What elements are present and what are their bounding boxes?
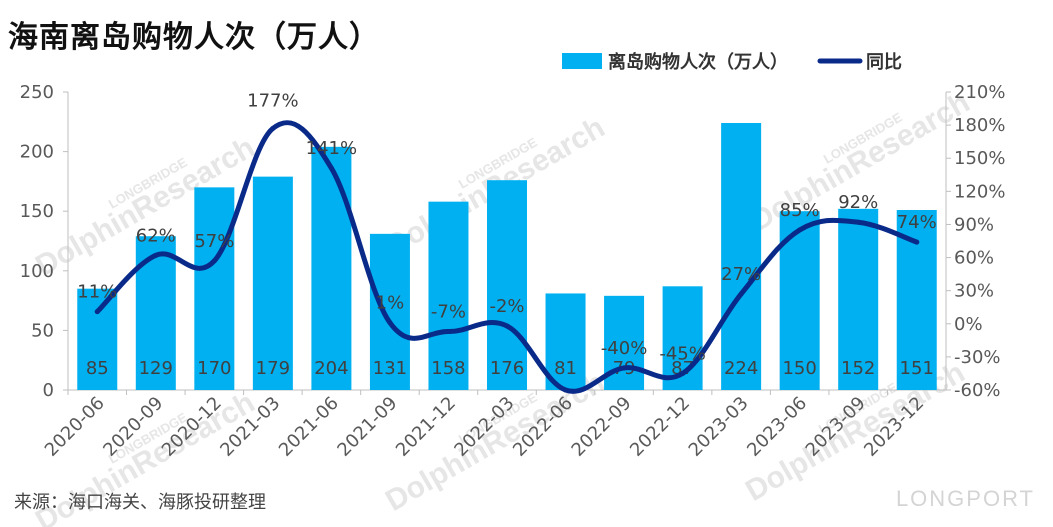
yoy-point	[621, 365, 627, 371]
yoy-point	[855, 219, 861, 225]
yoy-point	[387, 320, 393, 326]
yoy-point	[797, 227, 803, 233]
bar-value-label: 152	[841, 358, 875, 379]
y-right-tick-label: 180%	[954, 115, 1005, 136]
x-tick-label: 2021-09	[333, 393, 401, 461]
yoy-point	[153, 252, 159, 258]
y-right-tick-label: -60%	[954, 380, 1001, 401]
y-left-tick-label: 0	[43, 380, 54, 401]
y-right-tick-label: 0%	[954, 314, 983, 335]
y-right-tick-label: 60%	[954, 248, 994, 269]
legend-line-label: 同比	[866, 52, 902, 73]
bar	[77, 288, 118, 390]
bar-value-label: 170	[197, 358, 231, 379]
yoy-value-label: 141%	[306, 138, 357, 159]
yoy-point	[445, 329, 451, 335]
bar-value-label: 204	[314, 358, 348, 379]
bar-value-label: 179	[256, 358, 290, 379]
yoy-point	[738, 291, 744, 297]
yoy-value-label: 85%	[780, 200, 820, 221]
bar	[194, 187, 235, 390]
y-left-tick-label: 100	[20, 261, 54, 282]
x-tick-label: 2021-06	[275, 393, 343, 461]
bar-value-label: 158	[431, 358, 465, 379]
yoy-value-label: -40%	[601, 338, 648, 359]
bar-value-label: 224	[724, 358, 758, 379]
bar	[838, 208, 879, 390]
y-left-tick-label: 50	[31, 320, 54, 341]
y-right-tick-label: 210%	[954, 82, 1005, 103]
bar-value-label: 81	[554, 358, 577, 379]
bar-value-label: 150	[782, 358, 816, 379]
yoy-value-label: 1%	[376, 293, 405, 314]
yoy-value-label: 62%	[136, 225, 176, 246]
yoy-value-label: 11%	[77, 282, 117, 303]
yoy-value-label: -45%	[659, 343, 706, 364]
longport-watermark: LONGPORT	[895, 486, 1035, 511]
chart-title: 海南离岛购物人次（万人）	[8, 20, 380, 55]
bar-value-label: 129	[139, 358, 173, 379]
bar-value-label: 176	[490, 358, 524, 379]
yoy-point	[211, 258, 217, 264]
yoy-point	[504, 323, 510, 329]
yoy-point	[680, 370, 686, 376]
legend-bar-swatch	[562, 53, 602, 69]
bar-value-label: 151	[900, 358, 934, 379]
yoy-value-label: 57%	[194, 231, 234, 252]
yoy-point	[914, 239, 920, 245]
yoy-point	[563, 387, 569, 393]
x-tick-label: 2023-03	[685, 393, 753, 461]
yoy-value-label: -7%	[431, 302, 466, 323]
yoy-value-label: 177%	[247, 90, 298, 111]
bar-value-label: 85	[86, 358, 109, 379]
yoy-value-label: 92%	[838, 192, 878, 213]
x-tick-label: 2022-12	[626, 393, 694, 461]
bar	[311, 146, 352, 390]
bar-value-label: 131	[373, 358, 407, 379]
y-right-tick-label: 90%	[954, 214, 994, 235]
bar	[487, 180, 527, 390]
y-left-tick-label: 200	[20, 142, 54, 163]
bar	[721, 122, 762, 390]
bar	[545, 293, 586, 390]
bar	[369, 233, 410, 390]
yoy-line	[94, 120, 920, 394]
y-right-tick-label: 150%	[954, 148, 1005, 169]
yoy-point	[94, 309, 100, 315]
yoy-value-label: 74%	[897, 212, 937, 233]
yoy-point	[270, 125, 276, 131]
y-right-tick-label: -30%	[954, 347, 1001, 368]
y-left-tick-label: 250	[20, 82, 54, 103]
bar	[428, 201, 469, 390]
y-left-tick-label: 150	[20, 201, 54, 222]
yoy-value-label: 27%	[721, 264, 761, 285]
y-right-tick-label: 30%	[954, 281, 994, 302]
source-note: 来源：海口海关、海豚投研整理	[14, 492, 266, 513]
y-right-tick-label: 120%	[954, 181, 1005, 202]
yoy-value-label: -2%	[489, 296, 524, 317]
bar	[252, 176, 293, 390]
yoy-point	[328, 165, 334, 171]
x-tick-label: 2020-06	[41, 393, 109, 461]
legend-bar-label: 离岛购物人次（万人）	[608, 51, 788, 73]
